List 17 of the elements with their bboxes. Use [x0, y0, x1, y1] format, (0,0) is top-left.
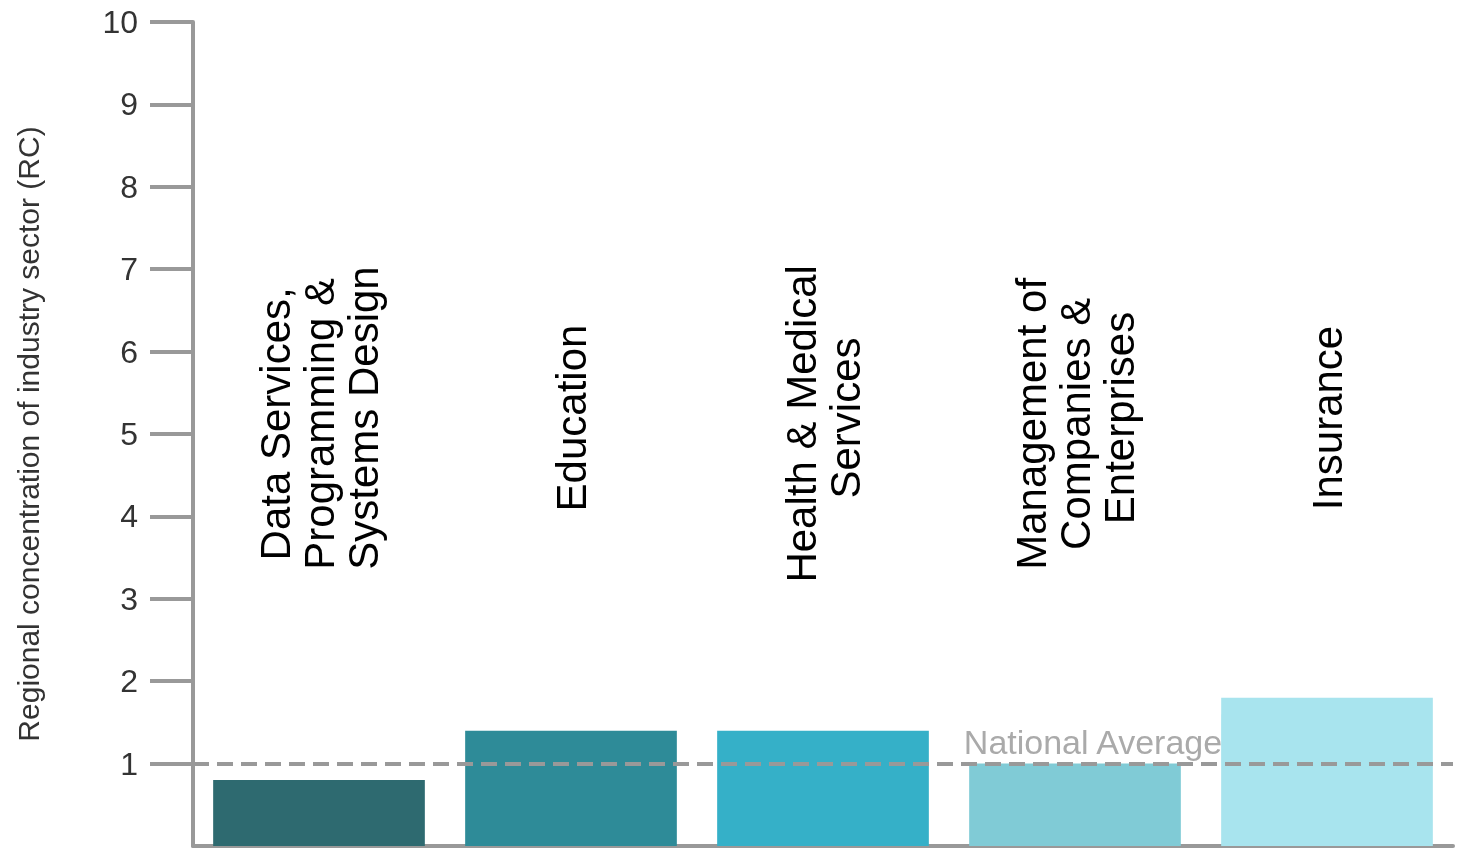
- x-tick-label: Education: [547, 324, 595, 512]
- x-tick-label: Health & Medical Services: [777, 253, 869, 583]
- y-tick-label: 5: [120, 416, 138, 452]
- y-axis-title: Regional concentration of industry sector (RC): [11, 126, 45, 742]
- x-tick-label: Management of Companies & Enterprises: [1007, 266, 1143, 570]
- y-tick-label: 1: [120, 745, 138, 782]
- y-tick-label: 8: [120, 168, 138, 205]
- y-tick-label: 4: [120, 498, 138, 535]
- y-tick-label: 9: [120, 86, 138, 123]
- x-tick-label: Data Services, Programming & Systems Design: [251, 266, 387, 570]
- y-tick-label: 6: [120, 333, 138, 370]
- ref-line-label: National Average: [963, 722, 1223, 761]
- y-tick-label: 2: [120, 663, 138, 700]
- y-tick-label: 7: [120, 251, 138, 288]
- y-tick-label: 3: [120, 580, 138, 617]
- x-tick-label: Insurance: [1303, 325, 1351, 511]
- y-tick-label: 10: [102, 4, 138, 40]
